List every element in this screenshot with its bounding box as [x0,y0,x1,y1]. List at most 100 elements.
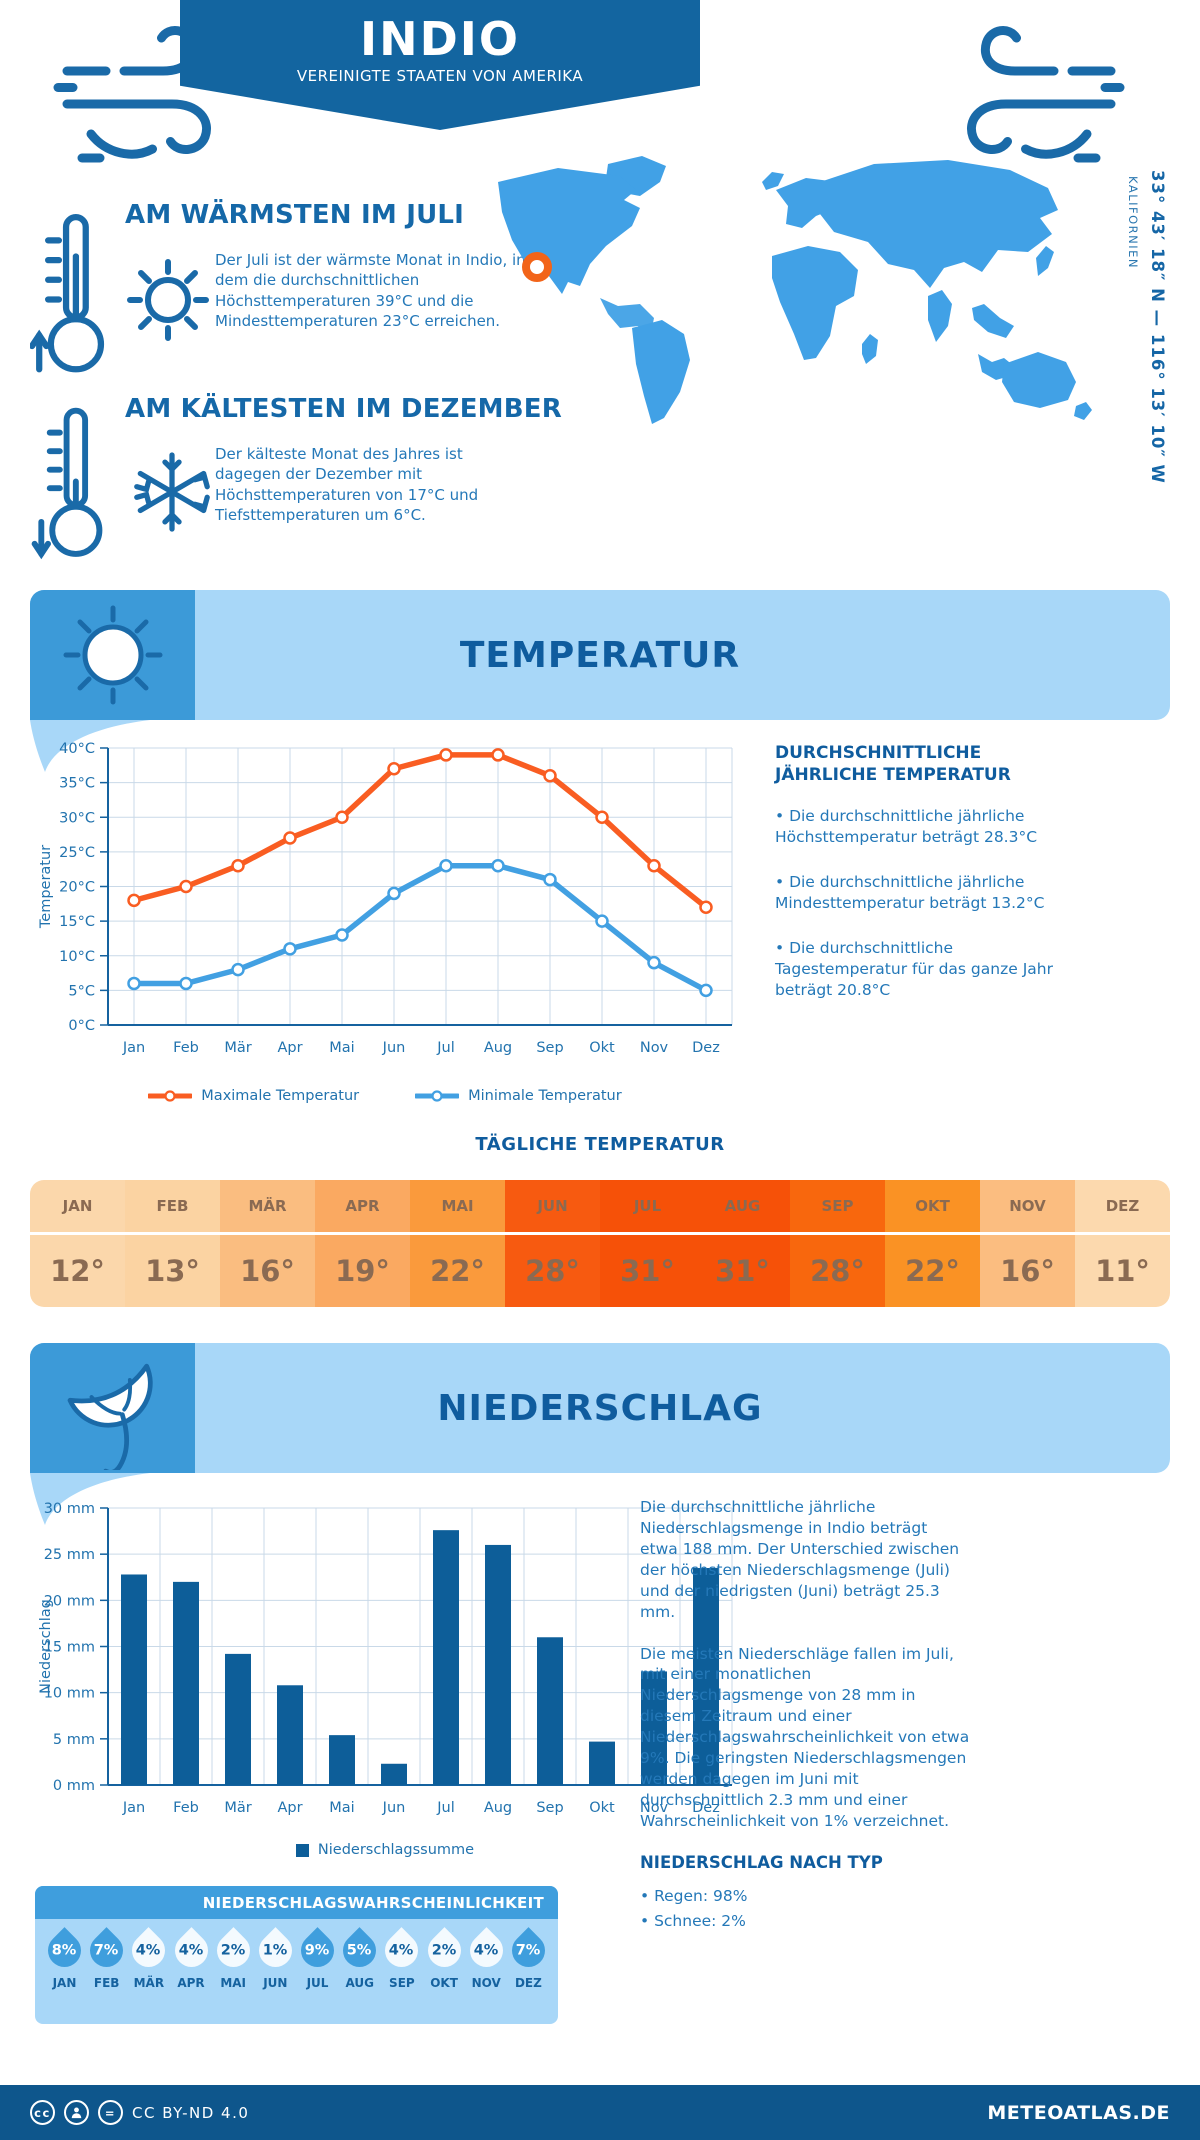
data-point [335,810,349,824]
data-point [491,748,505,762]
table-temp-value: 22° [905,1254,960,1288]
droplet-month: JAN [52,1976,77,1990]
no-derivatives-icon: = [98,2100,123,2125]
legend-item: Niederschlagssumme [295,1842,474,1858]
data-point [283,831,297,845]
precipitation-text: Die durchschnittliche jährliche Niedersc… [640,1497,970,1933]
banner-swoosh [30,1473,150,1525]
table-temp-value: 16° [1000,1254,1055,1288]
banner-swoosh [30,720,150,772]
droplet-item: 2% MAI [209,1925,257,1990]
y-tick-label: 40°C [59,741,95,757]
table-temp-value: 28° [525,1254,580,1288]
droplet-icon: 4% [378,1927,426,1974]
y-tick-label: 15°C [59,914,95,930]
droplet-percentage: 4% [178,1942,204,1959]
data-point [647,955,661,970]
droplet-item: 7% DEZ [505,1925,552,1990]
page-subtitle: VEREINIGTE STAATEN VON AMERIKA [296,67,584,85]
table-month-header: FEB [125,1180,220,1235]
droplet-month: AUG [345,1976,374,1990]
page-title: INDIO [359,12,521,66]
line-chart-svg: 0°C 5°C 10°C 15°C 20°C 25°C 30°C 35°C 40°C Jan Feb… [38,741,733,1056]
table-column: OKT 22° [885,1180,980,1307]
x-tick-label: Nov [640,1040,669,1056]
license-group: cc = CC BY-ND 4.0 [30,2100,249,2125]
data-point [127,976,141,991]
temperature-section-banner: TEMPERATUR [30,590,1170,772]
droplet-month: APR [177,1976,205,1990]
x-tick-label: Jul [436,1040,455,1056]
y-tick-label: 5 mm [53,1732,95,1748]
y-tick-label: 10 mm [44,1686,95,1702]
data-point [491,858,505,873]
site-name: METEOATLAS.DE [987,2101,1170,2124]
droplet-month: SEP [389,1976,415,1990]
x-tick-label: Feb [173,1800,199,1816]
table-column: APR 19° [315,1180,410,1307]
probability-droplets: 8% JAN 7% FEB 4% MÄR 4% APR 2% MAI 1% JUN 9% JUL 5% AUG… [35,1919,558,1990]
precipitation-type-title: NIEDERSCHLAG NACH TYP [640,1852,883,1872]
y-tick-label: 25 mm [44,1547,95,1563]
droplet-percentage: 7% [94,1942,119,1959]
droplet-month: NOV [471,1976,501,1990]
type-bullet: • Schnee: 2% [640,1911,746,1930]
y-tick-label: 20 mm [44,1593,95,1609]
x-tick-label: Okt [589,1040,615,1056]
x-tick-label: Mai [329,1800,354,1816]
type-bullet: • Regen: 98% [640,1886,748,1905]
droplet-item: 4% NOV [462,1925,510,1990]
bar-chart-svg: 0 mm 5 mm 10 mm 15 mm 20 mm 25 mm 30 mm Jan Feb M… [38,1501,733,1816]
data-point [439,748,453,762]
bar [121,1574,147,1785]
warmest-month-block: AM WÄRMSTEN IM JULI Der Juli ist der wär… [30,198,550,388]
legend-dot [164,1090,176,1102]
precipitation-banner-iconbox [30,1343,195,1473]
header-banner: INDIO VEREINIGTE STAATEN VON AMERIKA [180,0,700,130]
droplet-item: 7% FEB [83,1925,131,1990]
data-point [231,858,245,873]
table-column: MAI 22° [410,1180,505,1307]
droplet-percentage: 8% [52,1942,77,1959]
bar [693,1568,719,1785]
droplet-item: 1% JUN [252,1925,299,1990]
precipitation-chart: 0 mm 5 mm 10 mm 15 mm 20 mm 25 mm 30 mm Jan Feb M… [30,1498,740,1838]
precipitation-paragraph: Die meisten Niederschläge fallen im Juli… [640,1644,970,1830]
droplet-month: FEB [93,1976,120,1990]
footer: cc = CC BY-ND 4.0 METEOATLAS.DE [0,2085,1200,2140]
precipitation-probability-panel: NIEDERSCHLAGSWAHRSCHEINLICHKEIT 8% JAN 7% F… [35,1886,558,2024]
droplet-percentage: 2% [220,1942,246,1959]
summary-bullet: • Die durchschnittliche Tagestemperatur … [775,938,1053,999]
table-column: SEP 28° [790,1180,885,1307]
droplet-percentage: 5% [347,1942,373,1959]
legend-label: Maximale Temperatur [201,1088,360,1104]
x-tick-label: Okt [589,1800,615,1816]
table-month-header: AUG [695,1180,790,1235]
summary-bullet: • Die durchschnittliche jährliche Höchst… [775,807,1038,847]
droplet-icon: 7% [83,1927,131,1974]
sun-icon [127,259,209,341]
table-column: DEZ 11° [1075,1180,1170,1307]
wind-icon [53,26,211,163]
bar [485,1544,511,1785]
droplet-icon: 8% [41,1927,88,1974]
wind-icon [967,26,1125,163]
table-month-header: JUN [505,1180,600,1235]
droplet-icon: 5% [336,1927,384,1974]
droplet-percentage: 9% [305,1942,330,1959]
table-temp-value: 19° [335,1254,390,1288]
license-text: CC BY-ND 4.0 [132,2103,250,2122]
bar [173,1581,199,1785]
x-tick-label: Aug [484,1800,512,1816]
droplet-icon: 4% [462,1927,510,1974]
x-tick-label: Sep [536,1800,563,1816]
table-month-header: NOV [980,1180,1075,1235]
bar [329,1735,355,1785]
legend-label: Minimale Temperatur [468,1088,622,1104]
droplet-percentage: 7% [516,1942,541,1959]
data-point [439,858,453,873]
coldest-text: Der kälteste Monat des Jahres ist dagege… [215,445,479,524]
table-month-header: APR [315,1180,410,1235]
droplet-month: JUN [263,1976,288,1990]
